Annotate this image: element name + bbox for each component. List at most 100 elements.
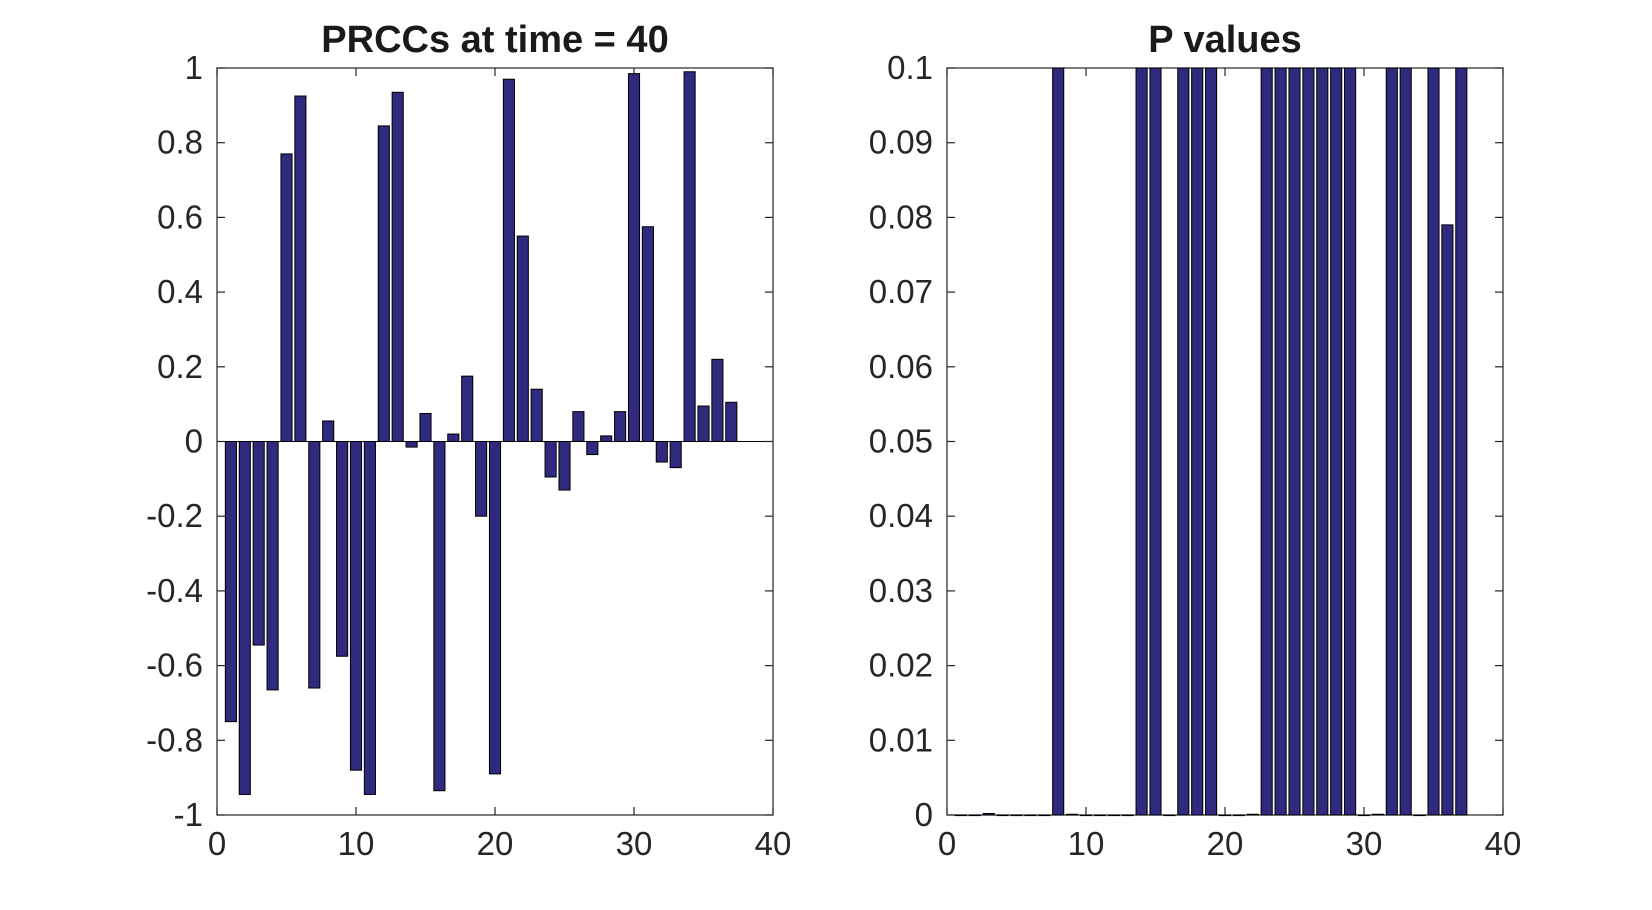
pvalue-bar-3 — [982, 813, 995, 816]
pvalue-bar-20 — [1218, 814, 1232, 817]
prcc-ytick-label: 0.8 — [157, 124, 203, 161]
pvalue-title: P values — [1148, 19, 1302, 61]
prcc-xtick-label: 10 — [338, 825, 375, 862]
prcc-bar-35 — [697, 405, 710, 442]
prcc-ytick-label: -0.4 — [146, 572, 203, 609]
pvalue-bar-8 — [1052, 67, 1065, 816]
pvalue-ytick-label: 0.01 — [869, 721, 933, 758]
pvalue-bar-6 — [1024, 814, 1037, 817]
pvalue-bar-26 — [1302, 67, 1315, 816]
prcc-ytick-label: 0.6 — [157, 198, 203, 235]
prcc-bar-3 — [252, 441, 265, 646]
pvalue-bar-35 — [1427, 67, 1440, 816]
pvalue-bar-9 — [1066, 813, 1079, 816]
prcc-bar-21 — [502, 78, 515, 443]
pvalue-bar-27 — [1316, 67, 1329, 816]
prcc-ytick-label: 0.4 — [157, 273, 203, 310]
pvalue-bar-13 — [1121, 814, 1134, 817]
prcc-bar-19 — [475, 441, 488, 517]
pvalue-ytick-label: 0 — [915, 796, 933, 833]
pvalue-axes-frame — [946, 67, 1504, 816]
prcc-bar-33 — [669, 441, 682, 469]
pvalue-bar-33 — [1399, 67, 1412, 816]
pvalue-bar-18 — [1191, 67, 1204, 816]
prcc-bar-26 — [572, 411, 585, 442]
prcc-ytick-label: 1 — [185, 49, 203, 86]
prcc-bar-13 — [391, 91, 404, 442]
prcc-bar-30 — [627, 73, 641, 442]
prcc-bar-14 — [405, 441, 418, 448]
prcc-xtick-label: 20 — [477, 825, 514, 862]
prcc-panel: PRCCs at time = 40 1 0.8 0.6 0.4 0.2 0 -0.2 -0.… — [146, 19, 791, 862]
pvalue-ytick-label: 0.02 — [869, 647, 933, 684]
pvalue-bar-22 — [1246, 813, 1259, 816]
pvalue-ytick-label: 0.1 — [887, 49, 933, 86]
pvalue-bar-11 — [1093, 814, 1106, 817]
pvalue-xtick-label: 30 — [1346, 825, 1383, 862]
prcc-bar-12 — [377, 125, 390, 443]
pvalue-bar-31 — [1371, 813, 1384, 816]
prcc-bar-27 — [586, 441, 599, 456]
prcc-bar-10 — [349, 441, 363, 771]
pvalue-bar-32 — [1385, 67, 1398, 816]
prcc-bar-23 — [530, 388, 543, 442]
pvalue-xtick-label: 10 — [1068, 825, 1105, 862]
pvalue-bar-5 — [1010, 814, 1023, 817]
prcc-bar-4 — [266, 441, 279, 691]
prcc-bar-7 — [308, 441, 321, 689]
prcc-bar-9 — [336, 441, 349, 657]
prcc-bar-24 — [544, 441, 557, 478]
pvalue-bar-4 — [996, 814, 1009, 817]
prcc-bar-16 — [433, 441, 446, 792]
pvalue-ytick-label: 0.05 — [869, 423, 933, 460]
prcc-bar-37 — [725, 401, 738, 442]
prcc-bar-2 — [238, 441, 251, 795]
prcc-bar-29 — [614, 411, 627, 442]
prcc-ytick-label: 0.2 — [157, 348, 203, 385]
pvalue-bar-12 — [1107, 814, 1120, 817]
prcc-bar-11 — [363, 441, 376, 795]
pvalue-bar-15 — [1149, 67, 1162, 816]
prcc-ytick-label: -1 — [174, 796, 203, 833]
prcc-bar-36 — [711, 358, 724, 442]
prcc-xtick-label: 30 — [616, 825, 653, 862]
prcc-bar-18 — [461, 375, 474, 443]
pvalue-bar-14 — [1135, 67, 1148, 816]
pvalue-bar-21 — [1232, 814, 1245, 817]
prcc-bar-34 — [683, 71, 696, 443]
pvalue-panel: P values 0.1 0.09 0.08 0.07 0.06 0.05 0.04 0.03… — [869, 19, 1522, 862]
prcc-bar-8 — [322, 420, 335, 442]
prcc-xtick-label: 0 — [208, 825, 226, 862]
pvalue-ytick-label: 0.08 — [869, 198, 933, 235]
prcc-bar-32 — [655, 441, 668, 463]
prcc-ytick-label: -0.8 — [146, 721, 203, 758]
pvalue-ytick-label: 0.03 — [869, 572, 933, 609]
prcc-bar-25 — [558, 441, 571, 491]
pvalue-bar-34 — [1413, 814, 1426, 817]
pvalue-bar-25 — [1288, 67, 1301, 816]
pvalue-xtick-label: 20 — [1207, 825, 1244, 862]
pvalue-bar-36 — [1441, 224, 1454, 816]
pvalue-ytick-label: 0.09 — [869, 124, 933, 161]
pvalue-bar-16 — [1163, 814, 1176, 817]
pvalue-bar-23 — [1260, 67, 1273, 816]
prcc-bar-17 — [447, 433, 460, 442]
pvalue-bar-10 — [1079, 814, 1093, 817]
pvalue-bar-2 — [968, 814, 981, 817]
prcc-bar-5 — [280, 153, 293, 442]
pvalue-xtick-label: 0 — [938, 825, 956, 862]
pvalue-bar-28 — [1330, 67, 1343, 816]
prcc-bar-15 — [419, 412, 432, 442]
prcc-ytick-label: -0.6 — [146, 647, 203, 684]
prcc-title: PRCCs at time = 40 — [321, 19, 668, 61]
pvalue-bar-17 — [1177, 67, 1190, 816]
prcc-ytick-label: -0.2 — [146, 497, 203, 534]
pvalue-bar-19 — [1205, 67, 1218, 816]
prcc-bar-22 — [516, 235, 529, 442]
pvalue-xtick-label: 40 — [1485, 825, 1522, 862]
pvalue-bar-37 — [1455, 67, 1468, 816]
pvalue-bar-24 — [1274, 67, 1287, 816]
prcc-bar-28 — [600, 435, 613, 442]
